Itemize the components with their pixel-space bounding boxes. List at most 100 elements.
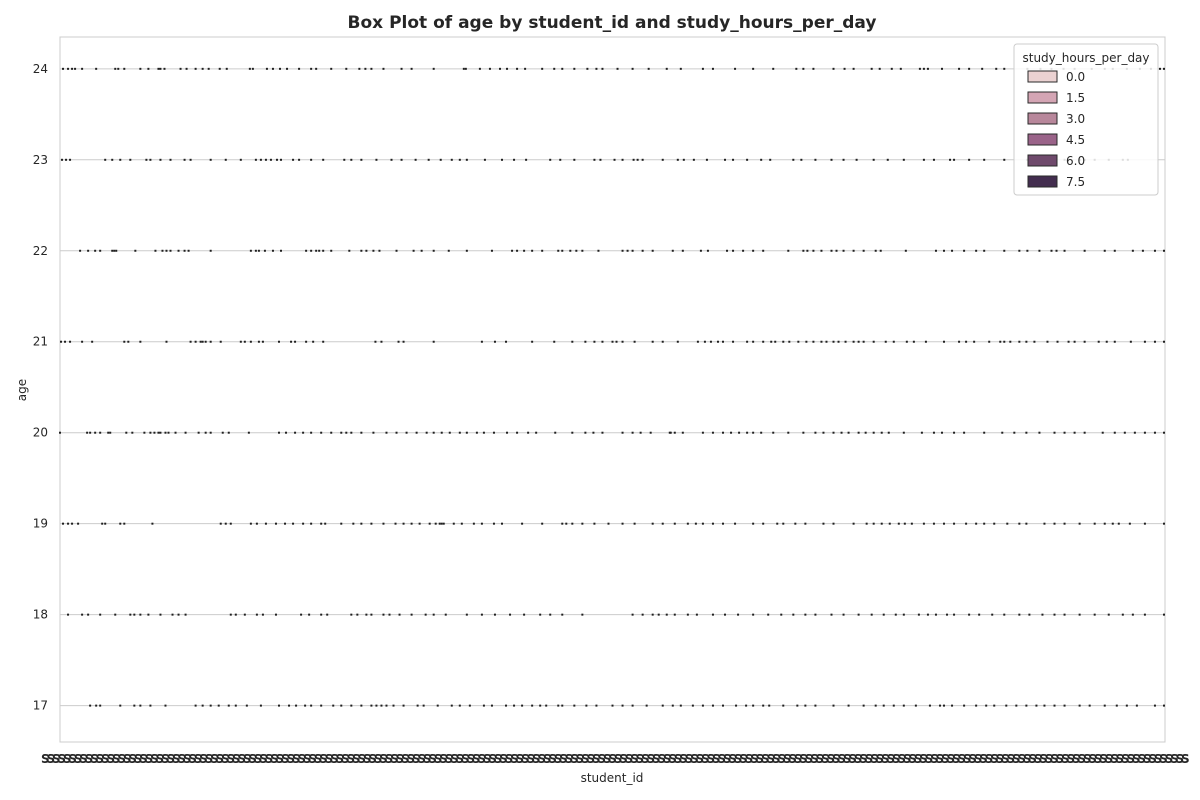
data-point-age21-68	[844, 340, 847, 343]
x-tick-label: S	[974, 752, 983, 766]
x-tick-label: S	[914, 752, 923, 766]
data-point-age19-87	[1025, 522, 1028, 525]
x-tick-label: S	[477, 752, 486, 766]
data-point-age17-30	[392, 704, 395, 707]
data-point-age17-93	[1063, 704, 1066, 707]
x-tick-label: S	[799, 752, 808, 766]
data-point-age23-67	[855, 158, 858, 161]
data-point-age21-90	[1056, 340, 1059, 343]
data-point-age22-21	[280, 249, 283, 252]
data-point-age17-20	[310, 704, 313, 707]
x-tick-label: S	[74, 752, 83, 766]
y-tick-label-17: 17	[33, 699, 48, 713]
data-point-age19-77	[922, 522, 925, 525]
x-tick-label: S	[434, 752, 443, 766]
data-point-age20-93	[983, 431, 986, 434]
x-tick-label: S	[505, 752, 514, 766]
x-tick-label: S	[581, 752, 590, 766]
data-point-age20-100	[1073, 431, 1076, 434]
data-point-age17-96	[1103, 704, 1106, 707]
data-point-age18-48	[673, 613, 676, 616]
x-tick-label: S	[603, 752, 612, 766]
data-point-age23-6	[129, 158, 132, 161]
data-point-age23-41	[525, 158, 528, 161]
x-tick-label: S	[488, 752, 497, 766]
x-tick-label: S	[68, 752, 77, 766]
data-point-age22-73	[852, 249, 855, 252]
data-point-age17-41	[513, 704, 516, 707]
legend: study_hours_per_day 0.0 1.5 3.0 4.5 6.0 7.5	[1013, 43, 1159, 196]
data-point-age20-91	[953, 431, 956, 434]
x-tick-label: S	[625, 752, 634, 766]
data-point-age21-72	[872, 340, 875, 343]
data-point-age18-1	[81, 613, 84, 616]
data-point-age20-71	[746, 431, 749, 434]
data-point-age19-43	[541, 522, 544, 525]
data-point-age20-44	[458, 431, 461, 434]
data-point-age23-77	[1003, 158, 1006, 161]
x-tick-label: S	[357, 752, 366, 766]
data-point-age23-39	[501, 158, 504, 161]
data-point-age23-40	[513, 158, 516, 161]
x-tick-label: S	[821, 752, 830, 766]
x-tick-label: S	[134, 752, 143, 766]
x-tick-label: S	[848, 752, 857, 766]
x-tick-label: S	[908, 752, 917, 766]
data-point-age21-41	[611, 340, 614, 343]
data-point-age17-70	[814, 704, 817, 707]
x-tick-label: S	[586, 752, 595, 766]
x-tick-label: S	[276, 752, 285, 766]
data-point-age22-83	[983, 249, 986, 252]
y-tick-label-23: 23	[33, 153, 48, 167]
data-point-age24-26	[286, 67, 289, 70]
data-point-age20-5	[107, 431, 110, 434]
data-point-age19-76	[910, 522, 913, 525]
data-point-age20-1	[86, 431, 89, 434]
data-point-age22-14	[187, 249, 190, 252]
data-point-age22-3	[99, 249, 102, 252]
x-tick-label: S	[286, 752, 295, 766]
y-tick-label-21: 21	[33, 335, 48, 349]
x-tick-label: S	[1001, 752, 1010, 766]
data-point-age23-22	[292, 158, 295, 161]
data-point-age23-11	[183, 158, 186, 161]
data-point-age22-61	[732, 249, 735, 252]
x-tick-label: S	[232, 752, 241, 766]
data-point-age21-58	[774, 340, 777, 343]
data-point-age22-4	[111, 249, 114, 252]
data-point-age21-38	[584, 340, 587, 343]
data-point-age19-95	[1117, 522, 1120, 525]
data-point-age17-18	[295, 704, 298, 707]
x-tick-label: S	[794, 752, 803, 766]
data-point-age23-57	[724, 158, 727, 161]
data-point-age20-85	[880, 431, 883, 434]
data-point-age22-51	[621, 249, 624, 252]
data-point-age23-5	[119, 158, 122, 161]
data-point-age17-79	[928, 704, 931, 707]
data-point-age22-36	[432, 249, 435, 252]
data-point-age20-59	[631, 431, 634, 434]
data-point-age19-5	[104, 522, 107, 525]
data-point-age18-26	[370, 613, 373, 616]
data-point-age19-59	[722, 522, 725, 525]
data-point-age24-3	[74, 67, 77, 70]
data-point-age19-51	[633, 522, 636, 525]
data-point-age17-98	[1125, 704, 1128, 707]
data-point-age18-72	[968, 613, 971, 616]
data-point-age24-44	[506, 67, 509, 70]
data-point-age18-50	[695, 613, 698, 616]
data-point-age18-81	[1078, 613, 1081, 616]
x-tick-label: S	[1028, 752, 1037, 766]
x-tick-label: S	[401, 752, 410, 766]
x-tick-label: S	[177, 752, 186, 766]
x-tick-label: S	[123, 752, 132, 766]
data-point-age19-79	[943, 522, 946, 525]
data-point-age17-8	[194, 704, 197, 707]
data-point-age17-32	[416, 704, 419, 707]
data-point-age17-62	[735, 704, 738, 707]
data-point-age21-86	[1018, 340, 1021, 343]
data-point-age24-35	[382, 67, 385, 70]
data-point-age22-44	[541, 249, 544, 252]
data-point-age23-72	[932, 158, 935, 161]
data-point-age22-62	[742, 249, 745, 252]
